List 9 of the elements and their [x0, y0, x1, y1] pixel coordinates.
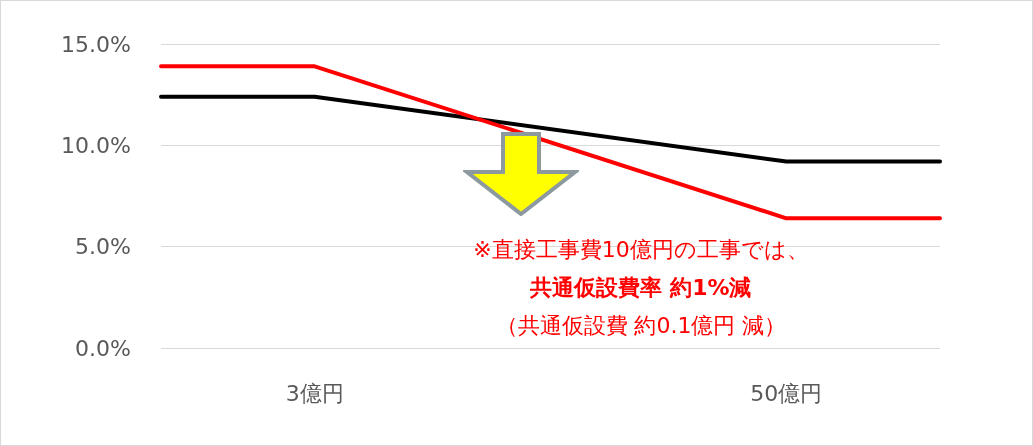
y-tick-label: 15.0% — [61, 31, 131, 57]
y-tick-label: 0.0% — [75, 335, 131, 361]
annotation: （共通仮設費 約0.1億円 減） — [494, 312, 788, 340]
annotation: ※直接工事費10億円の工事では、 — [472, 236, 810, 264]
annotation: 共通仮設費率 約1%減 — [529, 274, 753, 302]
y-tick-label: 5.0% — [75, 234, 131, 260]
x-tick-label: 3億円 — [285, 380, 344, 406]
x-tick-label: 50億円 — [750, 380, 823, 406]
y-tick-label: 10.0% — [61, 132, 131, 158]
